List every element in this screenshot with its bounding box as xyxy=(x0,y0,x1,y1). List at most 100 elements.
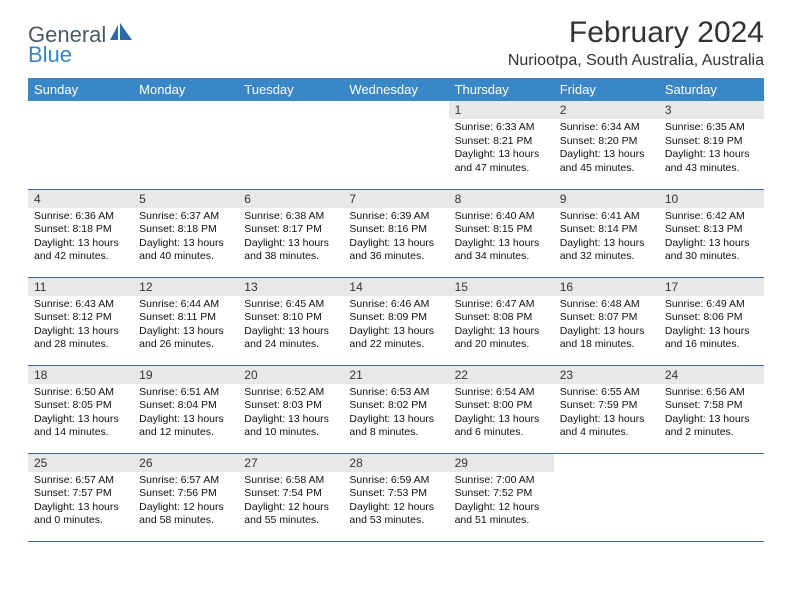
daylight-line: Daylight: 13 hours and 40 minutes. xyxy=(139,237,232,264)
sunset-line: Sunset: 8:18 PM xyxy=(139,223,232,237)
calendar-head: Sunday Monday Tuesday Wednesday Thursday… xyxy=(28,78,764,101)
daylight-line: Daylight: 13 hours and 16 minutes. xyxy=(665,325,758,352)
calendar-body: 1Sunrise: 6:33 AMSunset: 8:21 PMDaylight… xyxy=(28,101,764,541)
day-details xyxy=(238,117,343,123)
day-details: Sunrise: 6:41 AMSunset: 8:14 PMDaylight:… xyxy=(554,208,659,269)
calendar-day-cell: 28Sunrise: 6:59 AMSunset: 7:53 PMDayligh… xyxy=(343,453,448,541)
calendar-day-cell xyxy=(343,101,448,189)
brand-text-blue-wrap: Blue xyxy=(28,42,72,68)
weekday-header: Wednesday xyxy=(343,78,448,101)
calendar-day-cell: 14Sunrise: 6:46 AMSunset: 8:09 PMDayligh… xyxy=(343,277,448,365)
day-number: 29 xyxy=(449,454,554,472)
day-number: 16 xyxy=(554,278,659,296)
day-number: 11 xyxy=(28,278,133,296)
day-details: Sunrise: 6:44 AMSunset: 8:11 PMDaylight:… xyxy=(133,296,238,357)
day-number xyxy=(659,454,764,470)
calendar-day-cell: 12Sunrise: 6:44 AMSunset: 8:11 PMDayligh… xyxy=(133,277,238,365)
sunset-line: Sunset: 8:17 PM xyxy=(244,223,337,237)
day-details: Sunrise: 6:43 AMSunset: 8:12 PMDaylight:… xyxy=(28,296,133,357)
day-details: Sunrise: 6:34 AMSunset: 8:20 PMDaylight:… xyxy=(554,119,659,180)
calendar-day-cell: 16Sunrise: 6:48 AMSunset: 8:07 PMDayligh… xyxy=(554,277,659,365)
day-details: Sunrise: 6:50 AMSunset: 8:05 PMDaylight:… xyxy=(28,384,133,445)
calendar-week-row: 18Sunrise: 6:50 AMSunset: 8:05 PMDayligh… xyxy=(28,365,764,453)
sunrise-line: Sunrise: 6:33 AM xyxy=(455,121,548,135)
sunset-line: Sunset: 7:59 PM xyxy=(560,399,653,413)
day-number: 18 xyxy=(28,366,133,384)
calendar-day-cell: 21 Sunrise: 6:53 AMSunset: 8:02 PMDayligh… xyxy=(343,365,448,453)
calendar-day-cell: 15Sunrise: 6:47 AMSunset: 8:08 PMDayligh… xyxy=(449,277,554,365)
day-number: 7 xyxy=(343,190,448,208)
day-number xyxy=(238,101,343,117)
daylight-line: Daylight: 13 hours and 34 minutes. xyxy=(455,237,548,264)
sunset-line: Sunset: 8:02 PM xyxy=(349,399,442,413)
calendar-day-cell: 5 Sunrise: 6:37 AMSunset: 8:18 PMDaylight… xyxy=(133,189,238,277)
weekday-header: Tuesday xyxy=(238,78,343,101)
sunrise-line: Sunrise: 6:57 AM xyxy=(139,474,232,488)
calendar-day-cell: 24Sunrise: 6:56 AMSunset: 7:58 PMDayligh… xyxy=(659,365,764,453)
day-number: 2 xyxy=(554,101,659,119)
day-details: Sunrise: 6:38 AMSunset: 8:17 PMDaylight:… xyxy=(238,208,343,269)
calendar-day-cell: 13Sunrise: 6:45 AMSunset: 8:10 PMDayligh… xyxy=(238,277,343,365)
calendar-day-cell: 2Sunrise: 6:34 AMSunset: 8:20 PMDaylight… xyxy=(554,101,659,189)
daylight-line: Daylight: 13 hours and 45 minutes. xyxy=(560,148,653,175)
sunrise-line: Sunrise: 6:34 AM xyxy=(560,121,653,135)
daylight-line: Daylight: 13 hours and 22 minutes. xyxy=(349,325,442,352)
sunset-line: Sunset: 8:21 PM xyxy=(455,135,548,149)
sunset-line: Sunset: 8:07 PM xyxy=(560,311,653,325)
daylight-line: Daylight: 13 hours and 24 minutes. xyxy=(244,325,337,352)
day-number: 14 xyxy=(343,278,448,296)
daylight-line: Daylight: 13 hours and 32 minutes. xyxy=(560,237,653,264)
daylight-line: Daylight: 13 hours and 12 minutes. xyxy=(139,413,232,440)
sunrise-line: Sunrise: 6:42 AM xyxy=(665,210,758,224)
sunrise-line: Sunrise: 6:52 AM xyxy=(244,386,337,400)
daylight-line: Daylight: 13 hours and 8 minutes. xyxy=(349,413,442,440)
sunrise-line: Sunrise: 6:53 AM xyxy=(349,386,442,400)
day-number xyxy=(554,454,659,470)
daylight-line: Daylight: 13 hours and 30 minutes. xyxy=(665,237,758,264)
calendar-day-cell: 20Sunrise: 6:52 AMSunset: 8:03 PMDayligh… xyxy=(238,365,343,453)
daylight-line: Daylight: 12 hours and 51 minutes. xyxy=(455,501,548,528)
sunset-line: Sunset: 7:58 PM xyxy=(665,399,758,413)
daylight-line: Daylight: 13 hours and 10 minutes. xyxy=(244,413,337,440)
day-details: Sunrise: 6:58 AMSunset: 7:54 PMDaylight:… xyxy=(238,472,343,533)
calendar-day-cell: 29Sunrise: 7:00 AMSunset: 7:52 PMDayligh… xyxy=(449,453,554,541)
day-number: 27 xyxy=(238,454,343,472)
daylight-line: Daylight: 13 hours and 14 minutes. xyxy=(34,413,127,440)
sunset-line: Sunset: 8:08 PM xyxy=(455,311,548,325)
sunrise-line: Sunrise: 6:37 AM xyxy=(139,210,232,224)
day-details xyxy=(659,470,764,476)
day-details: Sunrise: 6:47 AMSunset: 8:08 PMDaylight:… xyxy=(449,296,554,357)
daylight-line: Daylight: 13 hours and 47 minutes. xyxy=(455,148,548,175)
day-number: 17 xyxy=(659,278,764,296)
weekday-row: Sunday Monday Tuesday Wednesday Thursday… xyxy=(28,78,764,101)
calendar-week-row: 1Sunrise: 6:33 AMSunset: 8:21 PMDaylight… xyxy=(28,101,764,189)
day-details: Sunrise: 6:49 AMSunset: 8:06 PMDaylight:… xyxy=(659,296,764,357)
day-number: 3 xyxy=(659,101,764,119)
sunset-line: Sunset: 7:54 PM xyxy=(244,487,337,501)
daylight-line: Daylight: 13 hours and 18 minutes. xyxy=(560,325,653,352)
day-details xyxy=(133,117,238,123)
weekday-header: Saturday xyxy=(659,78,764,101)
calendar-day-cell: 10Sunrise: 6:42 AMSunset: 8:13 PMDayligh… xyxy=(659,189,764,277)
sunset-line: Sunset: 8:19 PM xyxy=(665,135,758,149)
calendar-week-row: 4Sunrise: 6:36 AMSunset: 8:18 PMDaylight… xyxy=(28,189,764,277)
day-number: 5 xyxy=(133,190,238,208)
day-number: 23 xyxy=(554,366,659,384)
day-number xyxy=(133,101,238,117)
sunset-line: Sunset: 8:10 PM xyxy=(244,311,337,325)
day-number: 21 xyxy=(343,366,448,384)
day-number: 6 xyxy=(238,190,343,208)
day-number: 25 xyxy=(28,454,133,472)
sunrise-line: Sunrise: 6:58 AM xyxy=(244,474,337,488)
calendar-day-cell: 6Sunrise: 6:38 AMSunset: 8:17 PMDaylight… xyxy=(238,189,343,277)
sunset-line: Sunset: 8:09 PM xyxy=(349,311,442,325)
sunrise-line: Sunrise: 6:38 AM xyxy=(244,210,337,224)
day-number: 19 xyxy=(133,366,238,384)
title-block: February 2024 Nuriootpa, South Australia… xyxy=(508,16,764,70)
day-details: Sunrise: 6:46 AMSunset: 8:09 PMDaylight:… xyxy=(343,296,448,357)
daylight-line: Daylight: 13 hours and 0 minutes. xyxy=(34,501,127,528)
sunset-line: Sunset: 8:04 PM xyxy=(139,399,232,413)
calendar-day-cell: 23Sunrise: 6:55 AMSunset: 7:59 PMDayligh… xyxy=(554,365,659,453)
daylight-line: Daylight: 13 hours and 2 minutes. xyxy=(665,413,758,440)
sunrise-line: Sunrise: 6:54 AM xyxy=(455,386,548,400)
